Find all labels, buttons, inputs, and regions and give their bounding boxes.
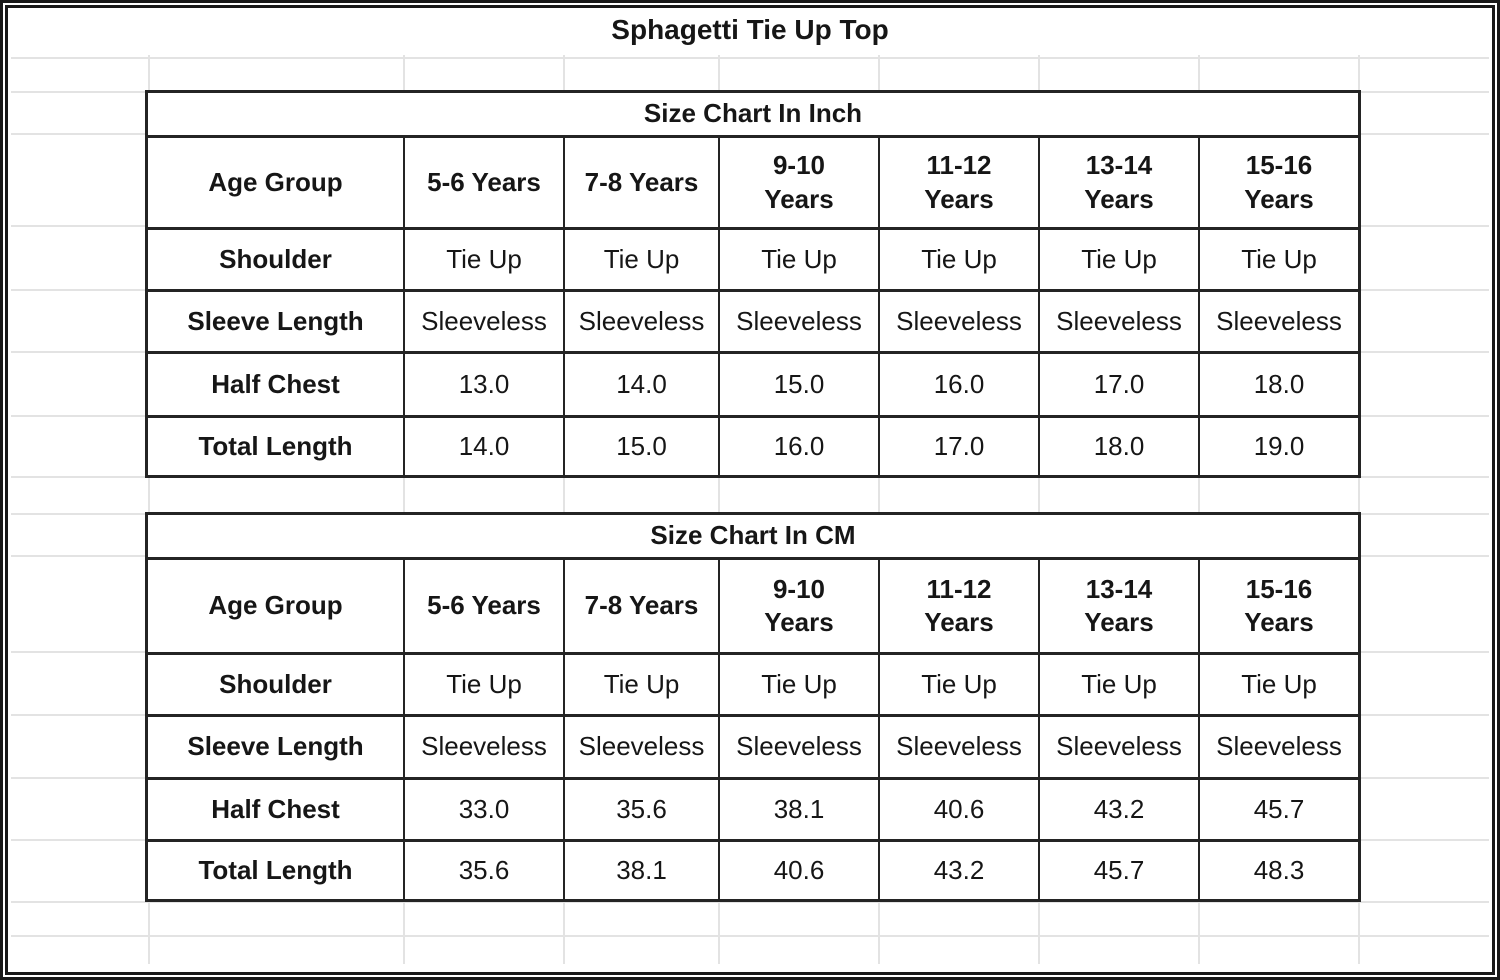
gridline-horizontal <box>11 57 1489 59</box>
gridline-vertical <box>878 55 880 964</box>
row-label: Sleeve Length <box>148 289 403 351</box>
value-cell: Tie Up <box>563 227 718 289</box>
value-cell: 14.0 <box>403 415 563 475</box>
value-cell: Sleeveless <box>403 289 563 351</box>
size-chart-inch-table: Size Chart In Inch Age Group 5-6 Years 7… <box>145 90 1361 478</box>
value-cell: 18.0 <box>1038 415 1198 475</box>
row-label: Shoulder <box>148 227 403 289</box>
row-label: Total Length <box>148 839 403 899</box>
header-cell: 9-10 Years <box>718 557 878 652</box>
value-cell: 18.0 <box>1198 351 1358 415</box>
value-cell: 16.0 <box>718 415 878 475</box>
value-cell: Tie Up <box>878 227 1038 289</box>
table-title: Size Chart In Inch <box>643 98 863 129</box>
row-label: Shoulder <box>148 652 403 714</box>
value-cell: Sleeveless <box>1038 714 1198 777</box>
value-cell: Sleeveless <box>878 714 1038 777</box>
value-cell: Sleeveless <box>1038 289 1198 351</box>
gridline-horizontal <box>11 901 1489 903</box>
value-cell: 15.0 <box>718 351 878 415</box>
value-cell: 17.0 <box>878 415 1038 475</box>
value-cell: 14.0 <box>563 351 718 415</box>
value-cell: Sleeveless <box>563 714 718 777</box>
value-cell: Sleeveless <box>403 714 563 777</box>
header-cell: 15-16 Years <box>1198 557 1358 652</box>
gridline-vertical <box>563 55 565 964</box>
value-cell: 38.1 <box>563 839 718 899</box>
gridline-vertical <box>403 55 405 964</box>
table-title: Size Chart In CM <box>650 520 856 551</box>
gridline-horizontal <box>11 935 1489 937</box>
header-cell: 5-6 Years <box>403 135 563 227</box>
header-cell: 5-6 Years <box>403 557 563 652</box>
value-cell: Tie Up <box>1198 227 1358 289</box>
value-cell: Tie Up <box>1038 227 1198 289</box>
value-cell: 40.6 <box>718 839 878 899</box>
value-cell: 43.2 <box>1038 777 1198 839</box>
row-label: Half Chest <box>148 351 403 415</box>
value-cell: Tie Up <box>718 227 878 289</box>
value-cell: Tie Up <box>1198 652 1358 714</box>
header-cell: 9-10 Years <box>718 135 878 227</box>
value-cell: 40.6 <box>878 777 1038 839</box>
header-age-group: Age Group <box>148 135 403 227</box>
header-cell: 15-16 Years <box>1198 135 1358 227</box>
value-cell: 48.3 <box>1198 839 1358 899</box>
value-cell: Tie Up <box>403 652 563 714</box>
row-label: Half Chest <box>148 777 403 839</box>
header-cell: 11-12 Years <box>878 557 1038 652</box>
value-cell: Tie Up <box>403 227 563 289</box>
value-cell: 33.0 <box>403 777 563 839</box>
value-cell: Sleeveless <box>563 289 718 351</box>
row-label: Total Length <box>148 415 403 475</box>
header-cell: 13-14 Years <box>1038 557 1198 652</box>
value-cell: 16.0 <box>878 351 1038 415</box>
gridline-vertical <box>1358 55 1360 964</box>
value-cell: 17.0 <box>1038 351 1198 415</box>
value-cell: 45.7 <box>1198 777 1358 839</box>
gridline-vertical <box>1038 55 1040 964</box>
value-cell: 43.2 <box>878 839 1038 899</box>
value-cell: Sleeveless <box>718 289 878 351</box>
gridline-vertical <box>148 55 150 964</box>
value-cell: Tie Up <box>718 652 878 714</box>
value-cell: 15.0 <box>563 415 718 475</box>
value-cell: 19.0 <box>1198 415 1358 475</box>
size-chart-cm-table: Size Chart In CM Age Group 5-6 Years 7-8… <box>145 512 1361 902</box>
row-label: Sleeve Length <box>148 714 403 777</box>
page-title: Sphagetti Tie Up Top <box>611 14 889 45</box>
value-cell: Tie Up <box>563 652 718 714</box>
header-cell: 13-14 Years <box>1038 135 1198 227</box>
value-cell: Sleeveless <box>718 714 878 777</box>
value-cell: Tie Up <box>1038 652 1198 714</box>
header-age-group: Age Group <box>148 557 403 652</box>
value-cell: 35.6 <box>403 839 563 899</box>
header-cell: 7-8 Years <box>563 557 718 652</box>
header-cell: 11-12 Years <box>878 135 1038 227</box>
value-cell: Sleeveless <box>1198 289 1358 351</box>
value-cell: 38.1 <box>718 777 878 839</box>
value-cell: Tie Up <box>878 652 1038 714</box>
value-cell: 35.6 <box>563 777 718 839</box>
header-cell: 7-8 Years <box>563 135 718 227</box>
value-cell: 13.0 <box>403 351 563 415</box>
gridline-vertical <box>1198 55 1200 964</box>
value-cell: Sleeveless <box>1198 714 1358 777</box>
value-cell: 45.7 <box>1038 839 1198 899</box>
gridline-vertical <box>718 55 720 964</box>
value-cell: Sleeveless <box>878 289 1038 351</box>
